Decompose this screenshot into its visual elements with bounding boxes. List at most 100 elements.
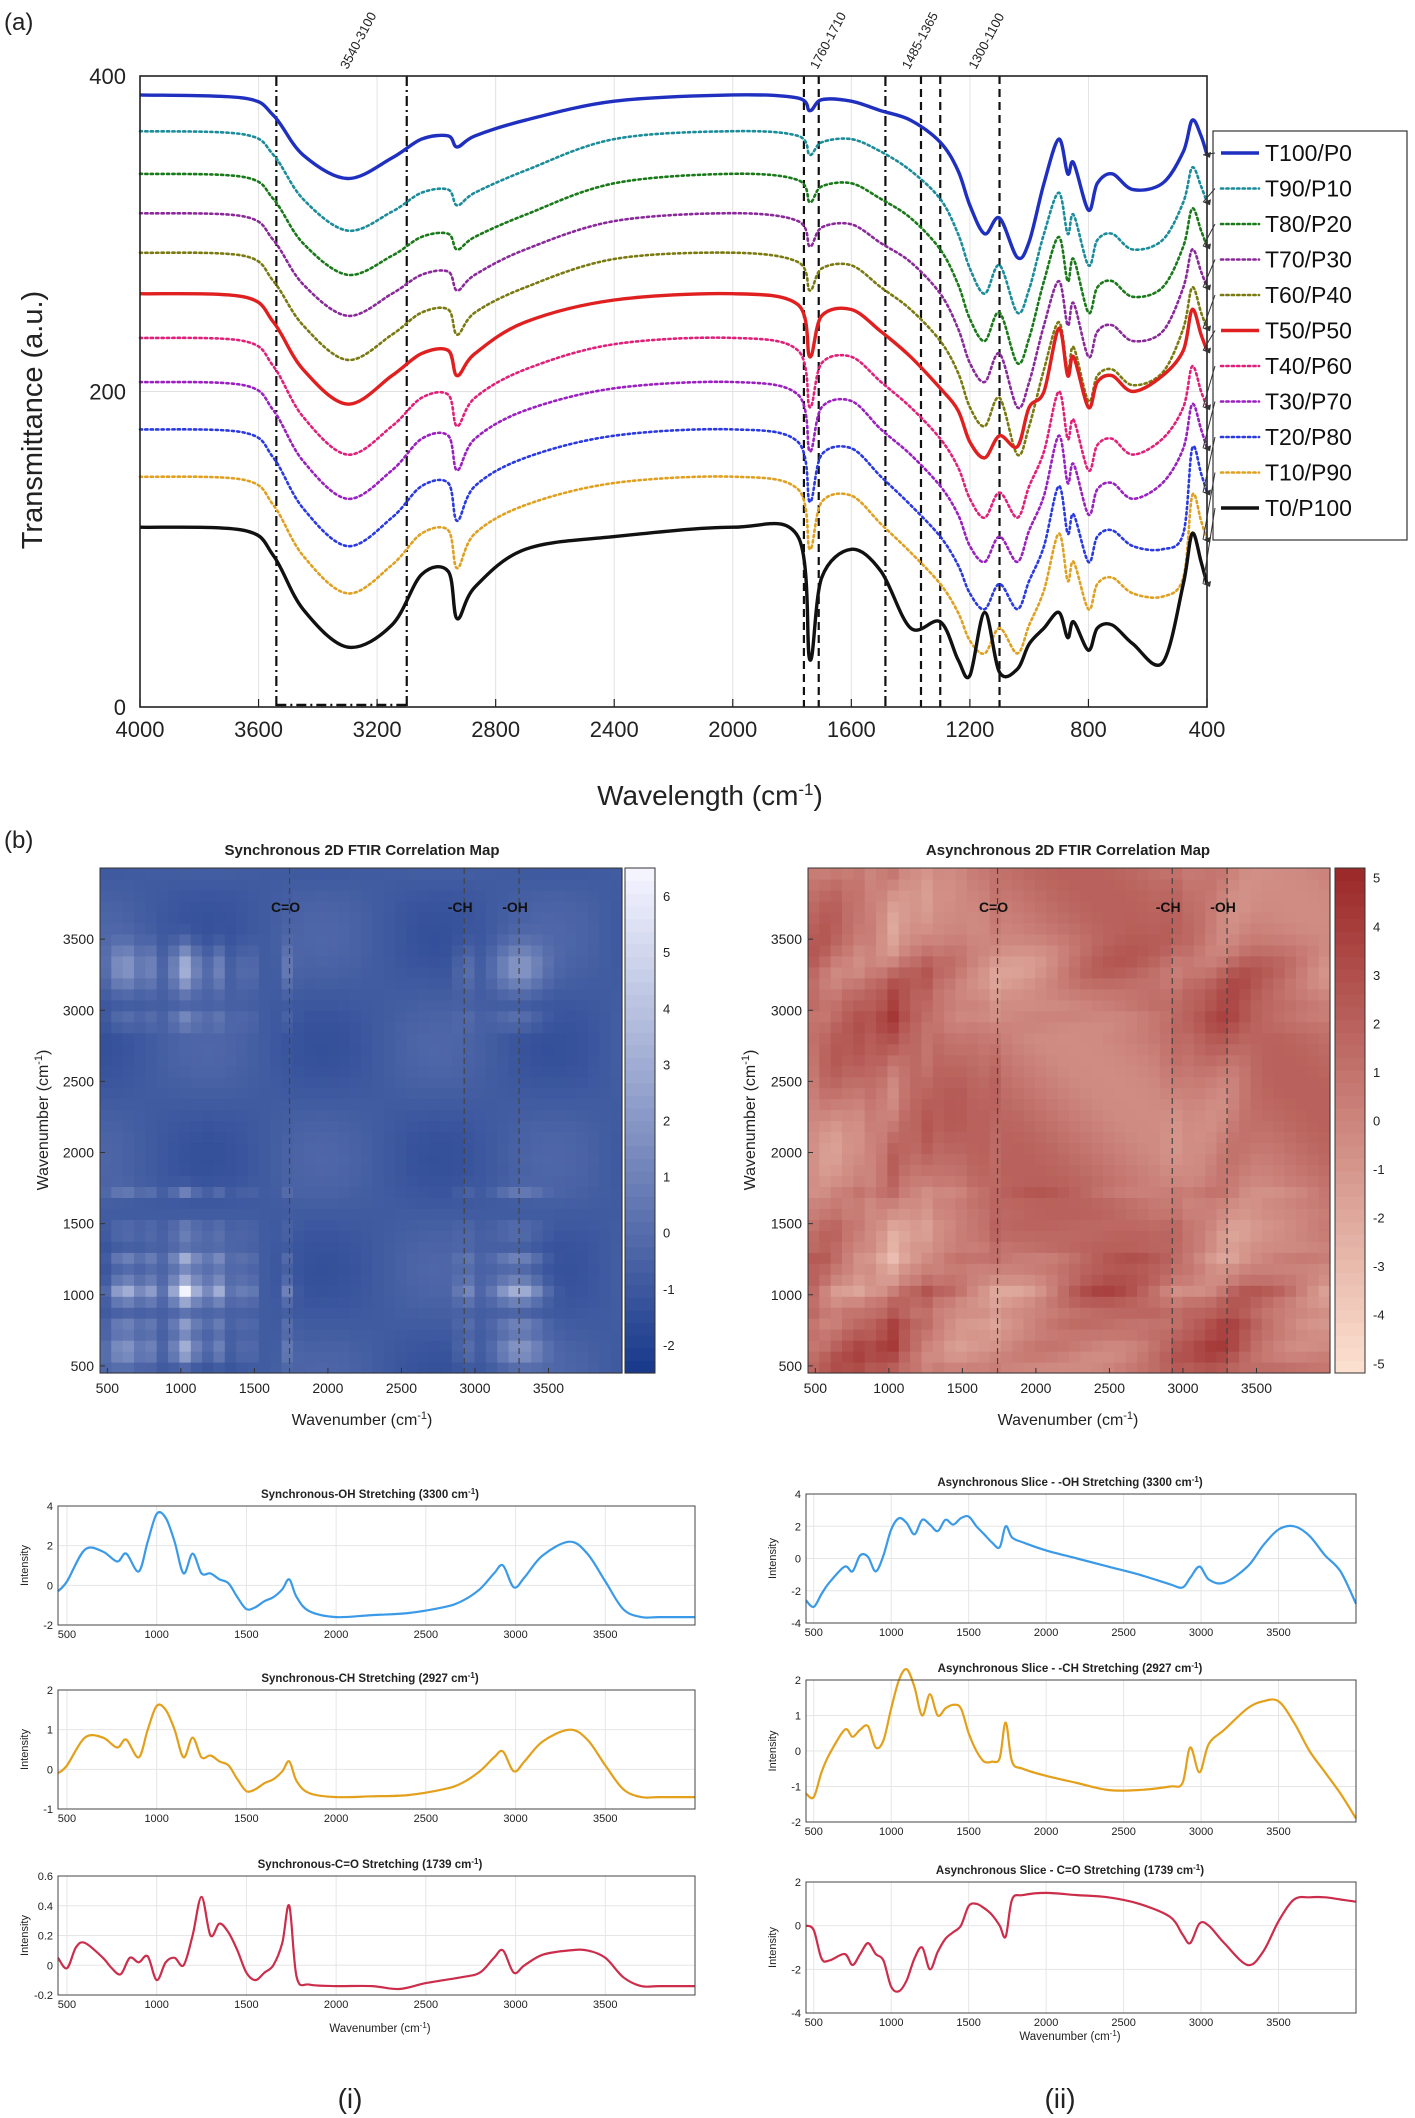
async-map-cell — [864, 1186, 877, 1198]
async-map-cell — [830, 1032, 843, 1045]
sync-map-cell — [417, 1263, 430, 1275]
async-map-cell — [1205, 1263, 1218, 1275]
sync-map-cell — [315, 1340, 328, 1352]
sync-map-cell — [395, 911, 407, 924]
sync-map-colorbar-step — [625, 994, 655, 1008]
async-map-cell — [1080, 1043, 1093, 1056]
async-map-cell — [830, 1285, 843, 1297]
async-map-cell — [1000, 933, 1013, 946]
sync-map-cell — [236, 1230, 249, 1242]
async-map-cell — [932, 879, 945, 891]
sync-map-cell — [156, 879, 169, 891]
async-map-cell — [853, 868, 866, 880]
async-map-cell — [1148, 1296, 1161, 1308]
sync-map-cell — [576, 1186, 589, 1198]
sync-map-cell — [145, 1043, 158, 1056]
sync-map-cell — [100, 1252, 112, 1264]
async-map-cell — [819, 1263, 832, 1275]
async-map-cell — [1012, 1142, 1025, 1155]
sync-map-cell — [440, 1076, 453, 1089]
async-map-cell — [864, 879, 877, 891]
sync-map-cell — [383, 1164, 396, 1176]
async-map-cell — [910, 1153, 922, 1165]
async-map-cell — [989, 1164, 1002, 1176]
async-map-cell — [1046, 1131, 1059, 1144]
sync-map-cell — [383, 1285, 396, 1297]
sync-map-cell — [576, 955, 589, 968]
sync-map-cell — [156, 1285, 169, 1297]
async-map-cell — [1137, 1274, 1149, 1286]
async-map-cell — [1035, 955, 1047, 968]
sync-map-cell — [304, 1241, 317, 1253]
sync-map-cell — [292, 966, 305, 979]
async-map-cell — [1035, 868, 1047, 880]
async-map-cell — [1205, 1186, 1218, 1198]
sync-map-cell — [383, 1197, 396, 1209]
async-map-cell — [932, 944, 945, 957]
sync-map-cell — [372, 1153, 385, 1165]
async-map-cell — [1023, 1021, 1036, 1034]
async-map-cell — [1193, 1054, 1206, 1067]
async-slice-ch-series-line — [805, 1668, 1357, 1820]
async-map-cell — [955, 1307, 968, 1319]
sync-map-colorbar-step — [625, 1297, 655, 1311]
async-map-cell — [1114, 1021, 1127, 1034]
sync-map-cell — [485, 922, 498, 935]
sync-map-cell — [565, 911, 578, 924]
async-map-cell — [1261, 955, 1274, 968]
async-map-cell — [887, 1131, 900, 1144]
async-map-cell — [1216, 999, 1229, 1012]
async-map-cell — [1125, 988, 1138, 1001]
async-map-cell — [944, 1131, 957, 1144]
async-map-cell — [1148, 944, 1161, 957]
async-map-cell — [864, 1109, 877, 1122]
async-map-cell — [1261, 1362, 1274, 1374]
async-map-cell — [1250, 1318, 1263, 1330]
async-map-cell — [864, 1175, 877, 1187]
async-map-cell — [966, 1010, 979, 1023]
async-map-cell — [1193, 1175, 1206, 1187]
async-map-cell — [1261, 1087, 1274, 1100]
sync-map-cell — [485, 1296, 498, 1308]
sync-map-cell — [179, 879, 192, 891]
sync-map-cell — [429, 1175, 441, 1187]
async-map-cell — [876, 911, 888, 924]
sync-map-cell — [134, 1285, 146, 1297]
sync-map-cell — [258, 1186, 271, 1198]
sync-map-cell — [519, 1131, 532, 1144]
sync-map-cell — [588, 1241, 600, 1253]
sync-map-cell — [485, 1230, 498, 1242]
async-map-cell — [1080, 977, 1093, 990]
sync-map-cell — [190, 1241, 203, 1253]
sync-map-cell — [440, 933, 453, 946]
async-map-cell — [1000, 1197, 1013, 1209]
sync-map-cell — [451, 1197, 464, 1209]
async-map-cell — [955, 1263, 968, 1275]
sync-map-cell — [168, 911, 180, 924]
sync-map-colorbar-step — [625, 956, 655, 970]
async-map-cell — [1080, 1164, 1093, 1176]
async-map-cell — [966, 1351, 979, 1363]
async-map-cell — [1216, 900, 1229, 913]
sync-map-cell — [247, 1252, 260, 1264]
async-slice-ch-x-tick-label: 3000 — [1189, 1826, 1213, 1838]
sync-map-colorbar-step — [625, 931, 655, 945]
async-map-cell — [978, 1021, 991, 1034]
async-map-cell — [1035, 1131, 1047, 1144]
async-map-cell — [1046, 890, 1059, 902]
async-slice-ch-y-tick-label: 0 — [795, 1746, 801, 1758]
async-map-cell — [1227, 868, 1240, 880]
sync-map-cell — [190, 911, 203, 924]
sync-map-cell — [576, 1076, 589, 1089]
async-map-cell — [1137, 922, 1149, 935]
sync-map-cell — [213, 1109, 226, 1122]
async-map-cell — [830, 1175, 843, 1187]
async-map-cell — [1148, 966, 1161, 979]
sync-map-cell — [565, 890, 578, 902]
async-map-cell — [864, 1362, 877, 1374]
sync-map-cell — [304, 1208, 317, 1220]
ftir-band-label: 1300-1100 — [965, 10, 1007, 71]
sync-map-cell — [179, 1307, 192, 1319]
async-map-cell — [864, 1164, 877, 1176]
async-map-cell — [1227, 1098, 1240, 1111]
